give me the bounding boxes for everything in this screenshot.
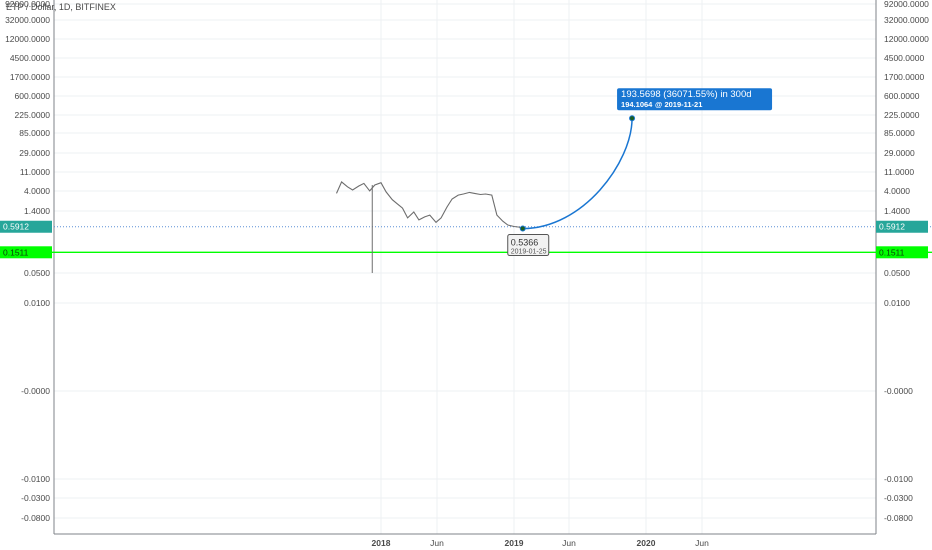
- left-tick-label: 92000.0000: [5, 0, 50, 9]
- projection-label-box: [617, 88, 773, 111]
- right-tick-label: 4500.0000: [884, 53, 924, 63]
- left-tick-label: -0.0300: [21, 493, 50, 503]
- right-tick-label: 225.0000: [884, 110, 920, 120]
- left-tick-label: -0.0800: [21, 513, 50, 523]
- x-tick-label: 2020: [637, 538, 656, 548]
- right-tick-label: 600.0000: [884, 91, 920, 101]
- right-tick-label: 1.4000: [884, 206, 910, 216]
- left-price-badge-label-0: 0.5912: [3, 222, 29, 232]
- left-tick-label: 1700.0000: [10, 72, 50, 82]
- right-price-badge-1: [876, 246, 928, 259]
- right-tick-label: 32000.0000: [884, 15, 929, 25]
- right-tick-label: 1700.0000: [884, 72, 924, 82]
- projection-label-date: @ 2019-11-21: [655, 100, 702, 109]
- grid: [54, 0, 876, 534]
- right-price-badge-label-1: 0.1511: [879, 247, 905, 257]
- left-tick-label: 32000.0000: [5, 15, 50, 25]
- right-tick-label: -0.0000: [884, 386, 913, 396]
- left-tick-label: 4500.0000: [10, 53, 50, 63]
- right-price-badge-label-0: 0.5912: [879, 222, 905, 232]
- left-tick-label: -0.0100: [21, 474, 50, 484]
- projection-start-point[interactable]: [519, 225, 526, 232]
- x-tick-label: Jun: [695, 538, 709, 548]
- right-tick-label: -0.0100: [884, 474, 913, 484]
- left-tick-label: 1.4000: [24, 206, 50, 216]
- projection-end-point[interactable]: [629, 115, 636, 122]
- projection-curve[interactable]: [522, 118, 633, 230]
- left-price-badge-0: [0, 220, 52, 233]
- time-scale[interactable]: 2018 Jun 2019 Jun 2020 Jun: [372, 538, 710, 548]
- price-series: [335, 181, 523, 273]
- right-tick-label: 4.0000: [884, 186, 910, 196]
- horizontal-lines[interactable]: 0.5912 0.5912 0.1511 0.1511: [0, 220, 932, 259]
- right-tick-label: 12000.0000: [884, 34, 929, 44]
- right-tick-label: 92000.0000: [884, 0, 929, 9]
- left-tick-label: 85.0000: [19, 128, 50, 138]
- left-tick-label: 225.0000: [15, 110, 51, 120]
- start-date-label: 2019-01-25: [511, 249, 547, 256]
- right-tick-label: 29.0000: [884, 148, 915, 158]
- right-tick-label: 0.0100: [884, 298, 910, 308]
- start-value-label: 0.5366: [511, 238, 539, 248]
- x-tick-label: Jun: [430, 538, 444, 548]
- projection-label-main: 193.5698 (36071.55%) in 300d: [621, 89, 751, 100]
- left-price-badge-label-1: 0.1511: [3, 247, 29, 257]
- x-tick-label: 2019: [505, 538, 524, 548]
- left-tick-label: 0.0500: [24, 268, 50, 278]
- x-tick-label: 2018: [372, 538, 391, 548]
- right-price-scale[interactable]: 92000.0000 32000.0000 12000.0000 4500.0000 1…: [884, 0, 929, 523]
- left-tick-label: 29.0000: [19, 148, 50, 158]
- left-tick-label: 0.0100: [24, 298, 50, 308]
- left-tick-label: 600.0000: [15, 91, 51, 101]
- chart-title: ETP / Dollar, 1D, BITFINEX: [6, 2, 116, 12]
- left-tick-label: 4.0000: [24, 186, 50, 196]
- left-tick-label: 12000.0000: [5, 34, 50, 44]
- left-price-badge-1: [0, 246, 52, 259]
- right-tick-label: 11.0000: [884, 167, 914, 177]
- price-series-line: [335, 181, 523, 230]
- left-price-scale[interactable]: 92000.0000 32000.0000 12000.0000 4500.0000 1…: [5, 0, 50, 523]
- projection-label-value: 194.1064: [621, 100, 653, 109]
- left-tick-label: 11.0000: [20, 167, 50, 177]
- right-price-badge-0: [876, 220, 928, 233]
- right-tick-label: -0.0300: [884, 493, 913, 503]
- right-tick-label: 85.0000: [884, 128, 915, 138]
- right-tick-label: 0.0500: [884, 268, 910, 278]
- left-tick-label: -0.0000: [21, 386, 50, 396]
- start-value-box: [507, 234, 550, 257]
- x-tick-label: Jun: [562, 538, 576, 548]
- right-tick-label: -0.0800: [884, 513, 913, 523]
